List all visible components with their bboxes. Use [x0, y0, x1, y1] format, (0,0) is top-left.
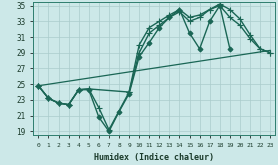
X-axis label: Humidex (Indice chaleur): Humidex (Indice chaleur): [94, 153, 214, 163]
